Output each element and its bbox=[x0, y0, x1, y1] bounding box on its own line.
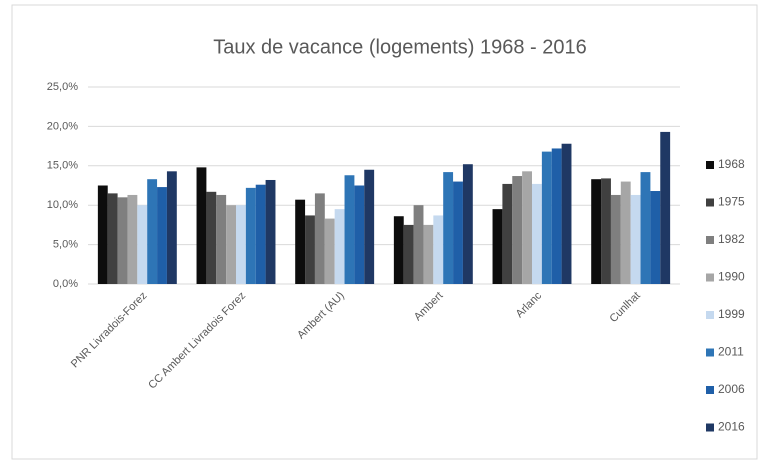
bar bbox=[255, 184, 266, 284]
bar bbox=[393, 216, 404, 284]
bar bbox=[403, 224, 414, 284]
bar bbox=[147, 179, 158, 284]
legend-swatch bbox=[706, 423, 714, 432]
bar bbox=[334, 209, 345, 284]
bar bbox=[216, 194, 227, 284]
bar bbox=[433, 215, 444, 284]
legend-label: 2016 bbox=[718, 420, 745, 434]
bar bbox=[344, 175, 355, 284]
bar bbox=[443, 172, 454, 284]
bar bbox=[561, 143, 572, 284]
bar bbox=[650, 191, 661, 284]
bar bbox=[462, 164, 473, 284]
bar bbox=[532, 183, 542, 284]
bar bbox=[354, 185, 365, 284]
y-tick-label: 15,0% bbox=[47, 160, 78, 172]
bar bbox=[137, 205, 148, 284]
legend-label: 1975 bbox=[718, 195, 745, 209]
bar bbox=[423, 224, 434, 284]
bar bbox=[157, 187, 167, 284]
legend-swatch bbox=[706, 311, 714, 319]
bar bbox=[620, 181, 631, 284]
legend-swatch bbox=[706, 198, 714, 207]
bar bbox=[522, 171, 532, 284]
bar bbox=[236, 205, 246, 284]
bar bbox=[117, 197, 128, 284]
legend-label: 2011 bbox=[718, 345, 744, 359]
legend-swatch bbox=[706, 273, 714, 282]
bar bbox=[295, 199, 306, 284]
legend-swatch bbox=[706, 236, 714, 244]
bar bbox=[107, 193, 118, 284]
legend-label: 1990 bbox=[718, 270, 745, 284]
y-tick-label: 10,0% bbox=[47, 199, 78, 211]
bar bbox=[265, 179, 276, 284]
bar bbox=[364, 169, 375, 284]
bar bbox=[502, 183, 513, 284]
bar bbox=[305, 215, 315, 284]
bar bbox=[245, 187, 256, 284]
bar bbox=[314, 193, 325, 284]
chart-title: Taux de vacance (logements) 1968 - 2016 bbox=[213, 36, 587, 58]
bar bbox=[610, 194, 621, 284]
legend-label: 2006 bbox=[718, 382, 745, 396]
bar bbox=[413, 205, 424, 284]
y-tick-label: 0,0% bbox=[53, 278, 78, 290]
bar bbox=[492, 209, 503, 284]
y-tick-label: 25,0% bbox=[47, 81, 78, 93]
legend-swatch bbox=[706, 386, 714, 394]
bar bbox=[196, 167, 207, 284]
legend-label: 1999 bbox=[718, 307, 745, 321]
bar bbox=[640, 172, 651, 284]
bar bbox=[512, 176, 523, 284]
bar bbox=[551, 148, 562, 284]
bar bbox=[453, 181, 463, 284]
bar bbox=[541, 151, 552, 284]
bar bbox=[601, 178, 611, 284]
bar bbox=[660, 131, 671, 284]
bar bbox=[324, 218, 335, 284]
legend-swatch bbox=[706, 161, 714, 169]
bar bbox=[630, 194, 641, 284]
y-tick-label: 5,0% bbox=[53, 239, 78, 251]
legend-label: 1982 bbox=[718, 232, 745, 246]
legend-label: 1968 bbox=[718, 157, 745, 171]
bar bbox=[206, 191, 217, 284]
bar bbox=[97, 185, 108, 284]
bar bbox=[591, 179, 602, 284]
bar bbox=[166, 171, 177, 284]
bar bbox=[226, 205, 236, 284]
y-tick-label: 20,0% bbox=[47, 120, 78, 132]
legend-swatch bbox=[706, 348, 714, 357]
bar bbox=[127, 194, 138, 284]
